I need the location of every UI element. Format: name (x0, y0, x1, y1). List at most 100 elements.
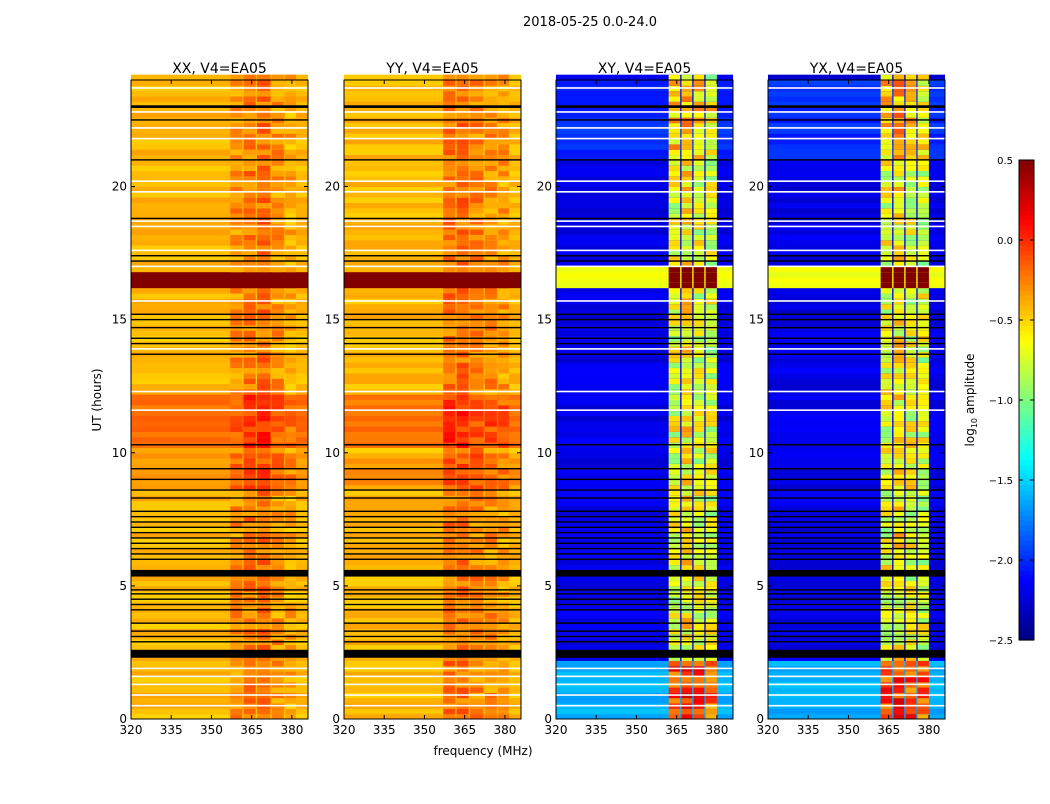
colorbar-swatch (1019, 470, 1034, 476)
heatmap-cell (693, 543, 705, 550)
heatmap-row (768, 95, 945, 102)
heatmap-row (556, 271, 733, 278)
heatmap-cell (705, 447, 717, 454)
heatmap-cell (705, 543, 717, 550)
heatmap-cell (456, 644, 469, 651)
heatmap-row (556, 564, 733, 571)
heatmap-cell (456, 303, 469, 310)
heatmap-cell (470, 356, 484, 363)
heatmap-row (131, 261, 308, 267)
flagged-line (556, 326, 733, 329)
heatmap-cell (668, 266, 681, 273)
heatmap-cell (693, 282, 705, 289)
heatmap-cell (668, 191, 681, 198)
heatmap-cell (470, 399, 484, 406)
heatmap-cell (880, 479, 893, 486)
heatmap-cell (456, 516, 469, 523)
heatmap-cell (705, 612, 717, 619)
heatmap-cell (443, 458, 456, 464)
heatmap-cell (230, 644, 243, 651)
heatmap-cell (498, 106, 509, 113)
heatmap-cell (484, 122, 497, 129)
heatmap-cell (470, 101, 484, 108)
heatmap-cell (917, 95, 929, 102)
heatmap-row (556, 74, 733, 81)
heatmap-cell (456, 580, 469, 587)
heatmap-cell (905, 266, 917, 273)
flagged-line (131, 531, 308, 534)
heatmap-cell (456, 697, 469, 704)
heatmap-cell (668, 80, 681, 86)
heatmap-row (131, 356, 308, 363)
heatmap-cell (484, 644, 497, 651)
heatmap-cell (693, 436, 705, 443)
heatmap-row (131, 362, 308, 369)
heatmap-cell (498, 564, 509, 571)
heatmap-cell (893, 165, 905, 172)
heatmap-cell (705, 95, 717, 102)
heatmap-row (131, 399, 308, 406)
heatmap-cell (484, 580, 497, 587)
heatmap-row (556, 644, 733, 651)
heatmap-cell (285, 452, 296, 459)
heatmap-row (768, 516, 945, 523)
heatmap-cell (285, 580, 296, 587)
heatmap-cell (893, 553, 905, 560)
heatmap-cell (243, 617, 256, 624)
heatmap-cell (484, 202, 497, 209)
heatmap-cell (456, 165, 469, 172)
heatmap-cell (443, 154, 456, 161)
heatmap-cell (668, 697, 681, 704)
heatmap-cell (271, 575, 284, 582)
colorbar-swatch (1019, 500, 1034, 506)
flagged-line (556, 603, 733, 606)
heatmap-row (556, 255, 733, 262)
heatmap-cell (705, 521, 717, 528)
heatmap-cell (271, 175, 284, 182)
heatmap-cell (285, 170, 296, 177)
heatmap-cell (243, 367, 256, 374)
heatmap-cell (917, 245, 929, 251)
heatmap-cell (456, 111, 469, 118)
heatmap-cell (443, 511, 456, 518)
heatmap-row (344, 617, 521, 624)
heatmap-cell (668, 537, 681, 544)
heatmap-cell (880, 468, 893, 475)
heatmap-cell (257, 671, 271, 677)
heatmap-cell (257, 521, 271, 528)
heatmap-cell (243, 452, 256, 459)
heatmap-row (344, 553, 521, 560)
heatmap-cell (271, 660, 284, 667)
heatmap-cell (257, 303, 271, 310)
heatmap-cell (681, 74, 693, 81)
heatmap-cell (905, 154, 917, 161)
heatmap-cell (484, 367, 497, 374)
blank-line (556, 220, 733, 222)
flagged-line (556, 119, 733, 121)
heatmap-cell (705, 655, 717, 661)
heatmap-row (344, 282, 521, 289)
heatmap-row (556, 436, 733, 443)
heatmap-cell (271, 314, 284, 321)
colorbar-swatch (1019, 490, 1034, 496)
heatmap-row (768, 234, 945, 241)
heatmap-row (556, 687, 733, 693)
heatmap-cell (893, 122, 905, 129)
heatmap-row (556, 468, 733, 475)
heatmap-cell (257, 138, 271, 145)
heatmap-cell (905, 452, 917, 459)
heatmap-cell (484, 207, 497, 214)
heatmap-cell (705, 516, 717, 523)
heatmap-cell (893, 239, 905, 246)
heatmap-cell (498, 537, 509, 544)
heatmap-cell (693, 314, 705, 321)
heatmap-cell (443, 506, 456, 512)
heatmap-cell (917, 410, 929, 416)
heatmap-cell (443, 537, 456, 544)
flagged-line (768, 630, 945, 632)
heatmap-cell (470, 229, 484, 235)
heatmap-cell (705, 229, 717, 235)
heatmap-cell (285, 127, 296, 134)
heatmap-row (344, 149, 521, 156)
heatmap-cell (456, 420, 469, 427)
